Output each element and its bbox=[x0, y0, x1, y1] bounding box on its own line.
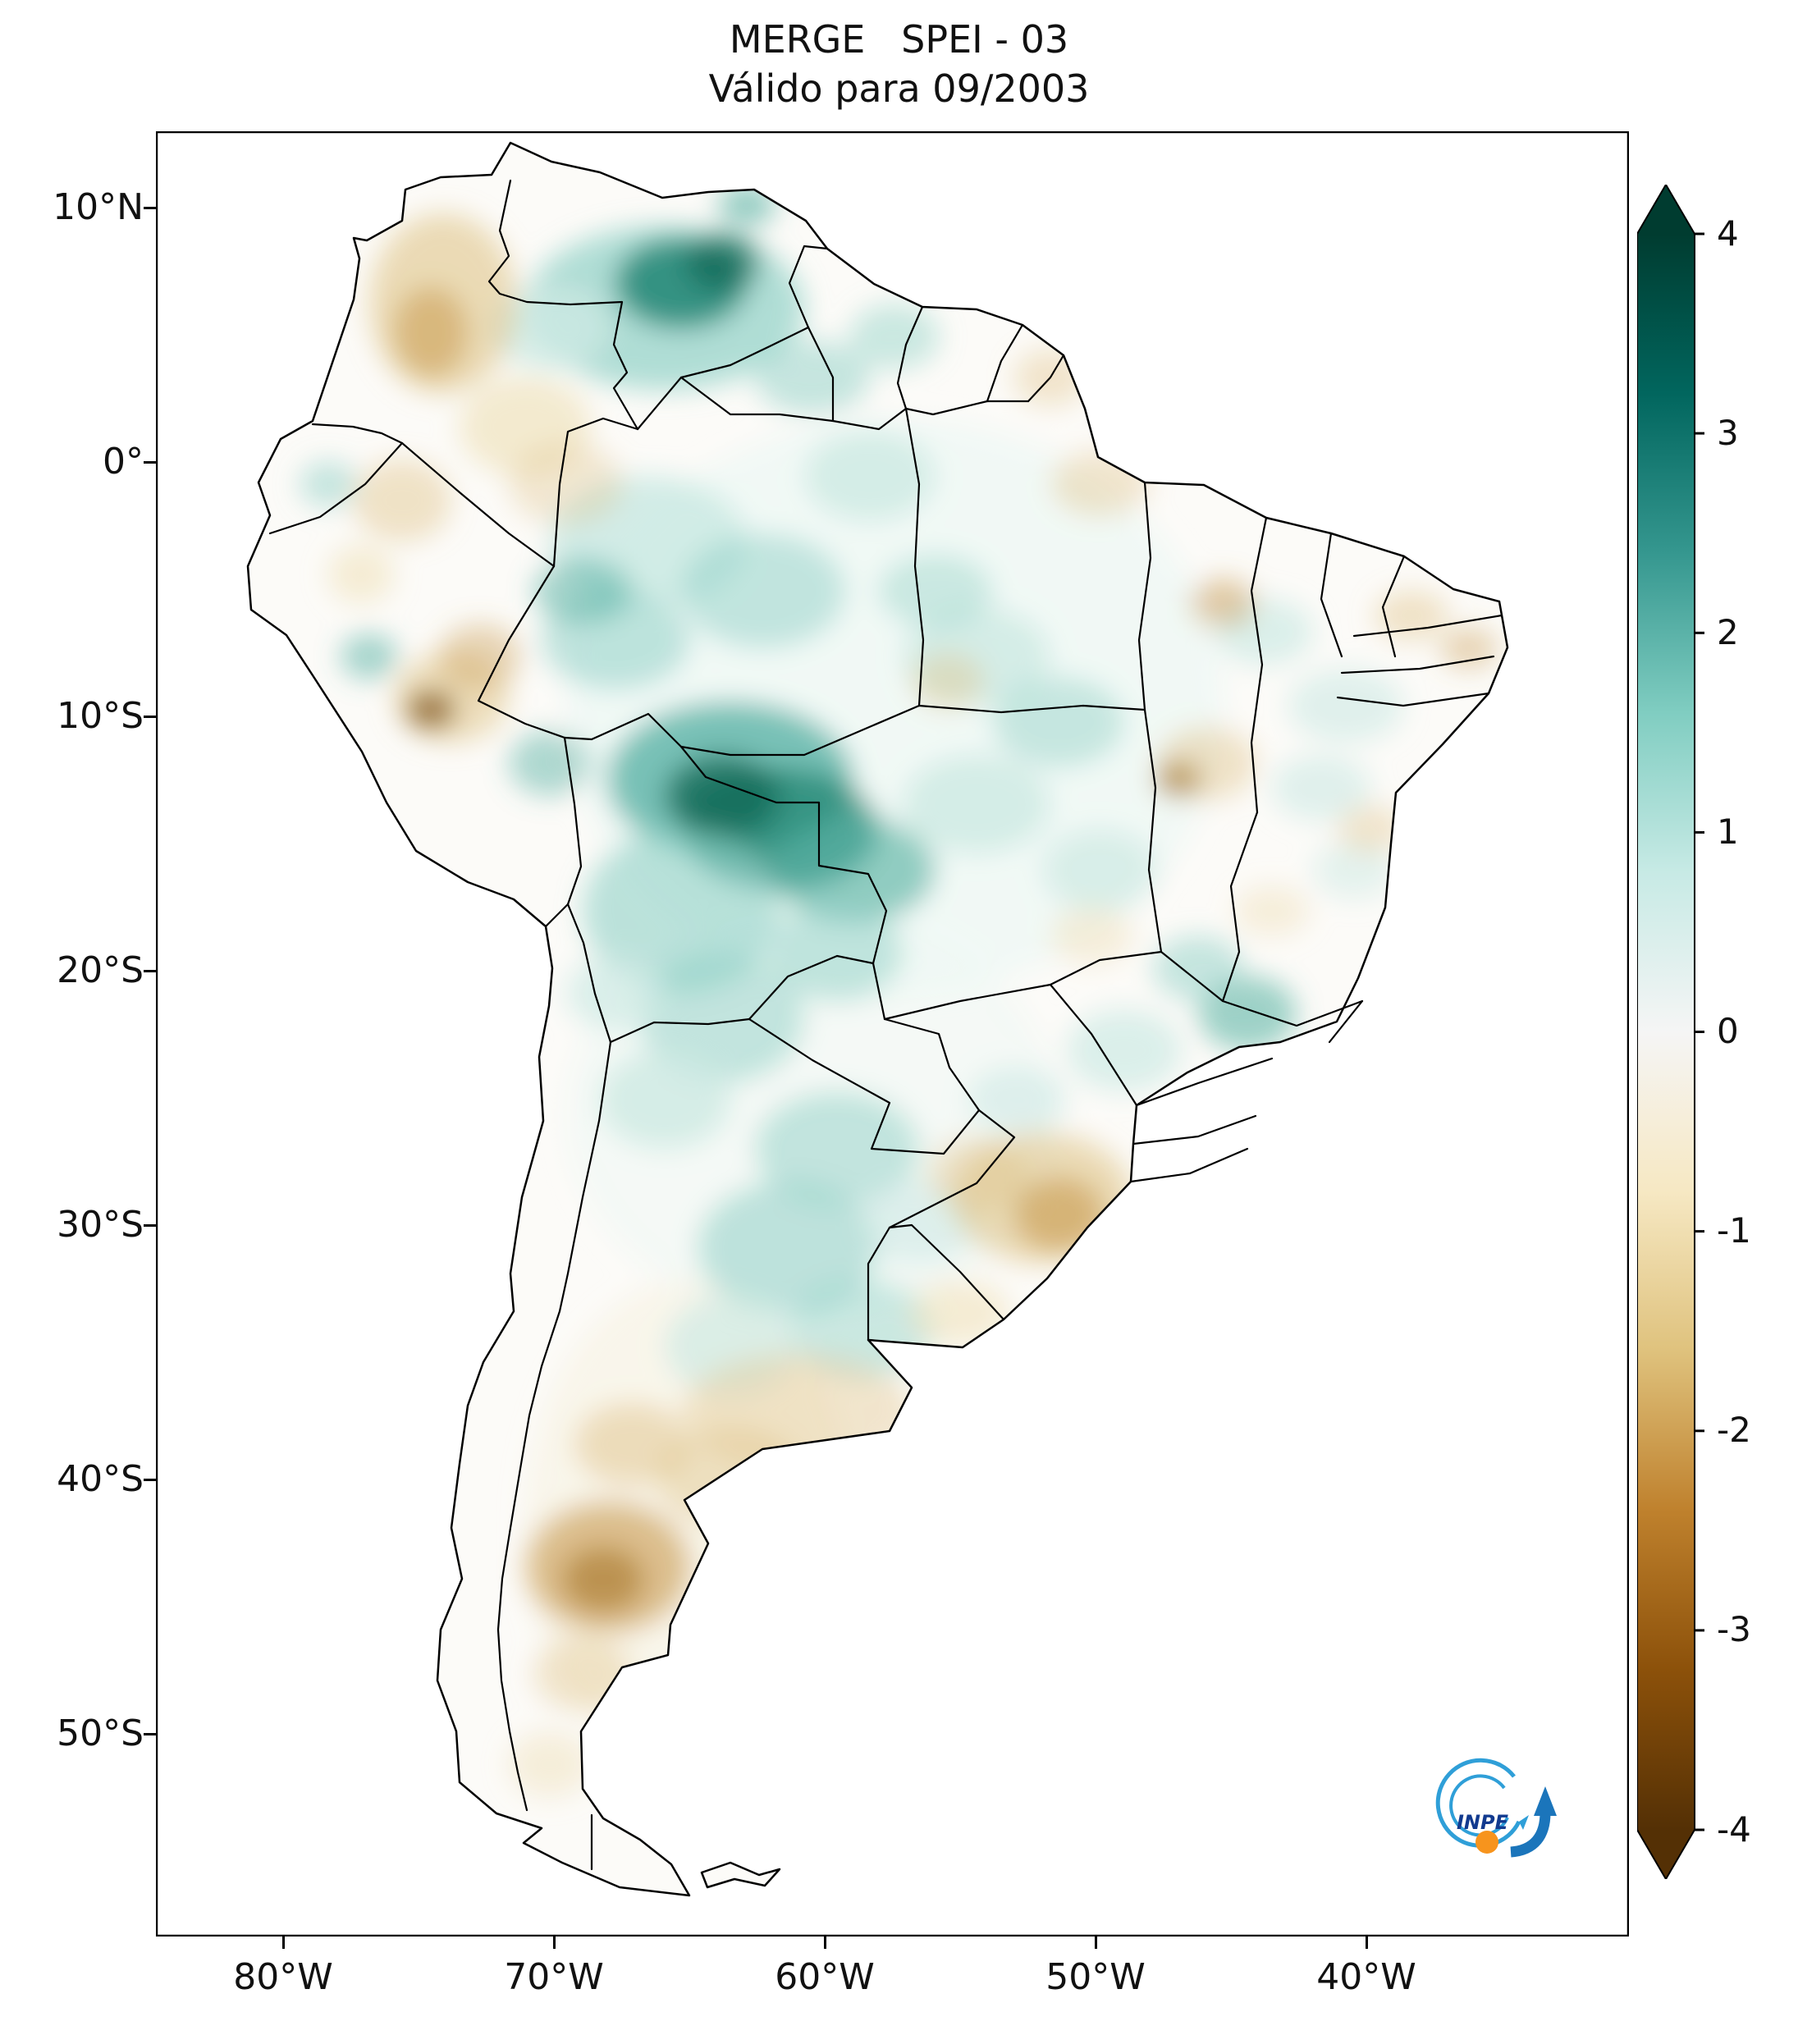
colorbar-tick-label: 1 bbox=[1717, 812, 1739, 852]
colorbar-tick-label: -4 bbox=[1717, 1809, 1751, 1850]
lat-tick-label: 30°S bbox=[57, 1204, 144, 1246]
inpe-orange-dot bbox=[1475, 1831, 1498, 1854]
lat-tick-label: 10°N bbox=[53, 186, 144, 228]
lon-tick-label: 70°W bbox=[504, 1956, 604, 1998]
lon-tick-label: 60°W bbox=[775, 1956, 875, 1998]
lat-tick-label: 20°S bbox=[57, 949, 144, 991]
lon-tick-label: 50°W bbox=[1045, 1956, 1146, 1998]
figure-title: MERGE SPEI - 03 bbox=[729, 17, 1069, 62]
lat-tick-mark bbox=[144, 970, 156, 972]
lon-tick-mark bbox=[1366, 1937, 1368, 1949]
lat-tick-mark bbox=[144, 716, 156, 718]
inpe-swirl-arrowhead bbox=[1519, 1815, 1529, 1830]
colorbar-gradient bbox=[1637, 185, 1704, 1879]
figure-subtitle: Válido para 09/2003 bbox=[708, 66, 1090, 111]
lon-tick-mark bbox=[824, 1937, 826, 1949]
colorbar-tick-label: 4 bbox=[1717, 213, 1739, 254]
inpe-arrow-icon bbox=[1510, 1812, 1551, 1858]
lat-tick-mark bbox=[144, 1733, 156, 1735]
continent-coastline bbox=[246, 141, 1509, 1897]
spei-anomaly-field bbox=[300, 185, 1498, 1797]
colorbar-tick-label: -2 bbox=[1717, 1410, 1751, 1450]
colorbar-tick-marks bbox=[1695, 232, 1704, 1831]
lat-tick-label: 50°S bbox=[57, 1712, 144, 1754]
lat-tick-mark bbox=[144, 1224, 156, 1227]
colorbar-tick-label: 3 bbox=[1717, 413, 1739, 453]
lon-tick-label: 40°W bbox=[1316, 1956, 1416, 1998]
inpe-logo: INPE bbox=[1435, 1758, 1557, 1858]
lat-tick-label: 40°S bbox=[57, 1458, 144, 1500]
political-borders bbox=[268, 179, 1503, 1871]
lon-tick-mark bbox=[1095, 1937, 1097, 1949]
colorbar-tick-label: -3 bbox=[1717, 1609, 1751, 1649]
lat-tick-mark bbox=[144, 461, 156, 464]
southern-island bbox=[700, 1861, 781, 1889]
lat-tick-label: 0° bbox=[103, 441, 144, 482]
lat-tick-mark bbox=[144, 207, 156, 209]
inpe-logo-text: INPE bbox=[1457, 1811, 1509, 1834]
axes-frame bbox=[156, 131, 1629, 1937]
colorbar-shape bbox=[1637, 185, 1695, 1879]
south-america-map bbox=[156, 131, 1629, 1937]
colorbar-tick-label: -1 bbox=[1717, 1210, 1751, 1251]
colorbar-tick-label: 2 bbox=[1717, 612, 1739, 652]
lat-tick-label: 10°S bbox=[57, 695, 144, 737]
lat-tick-mark bbox=[144, 1479, 156, 1481]
lon-tick-label: 80°W bbox=[233, 1956, 333, 1998]
colorbar-tick-label: 0 bbox=[1717, 1011, 1739, 1051]
inpe-arrow-head bbox=[1534, 1786, 1557, 1816]
lon-tick-mark bbox=[282, 1937, 285, 1949]
lon-tick-mark bbox=[553, 1937, 556, 1949]
